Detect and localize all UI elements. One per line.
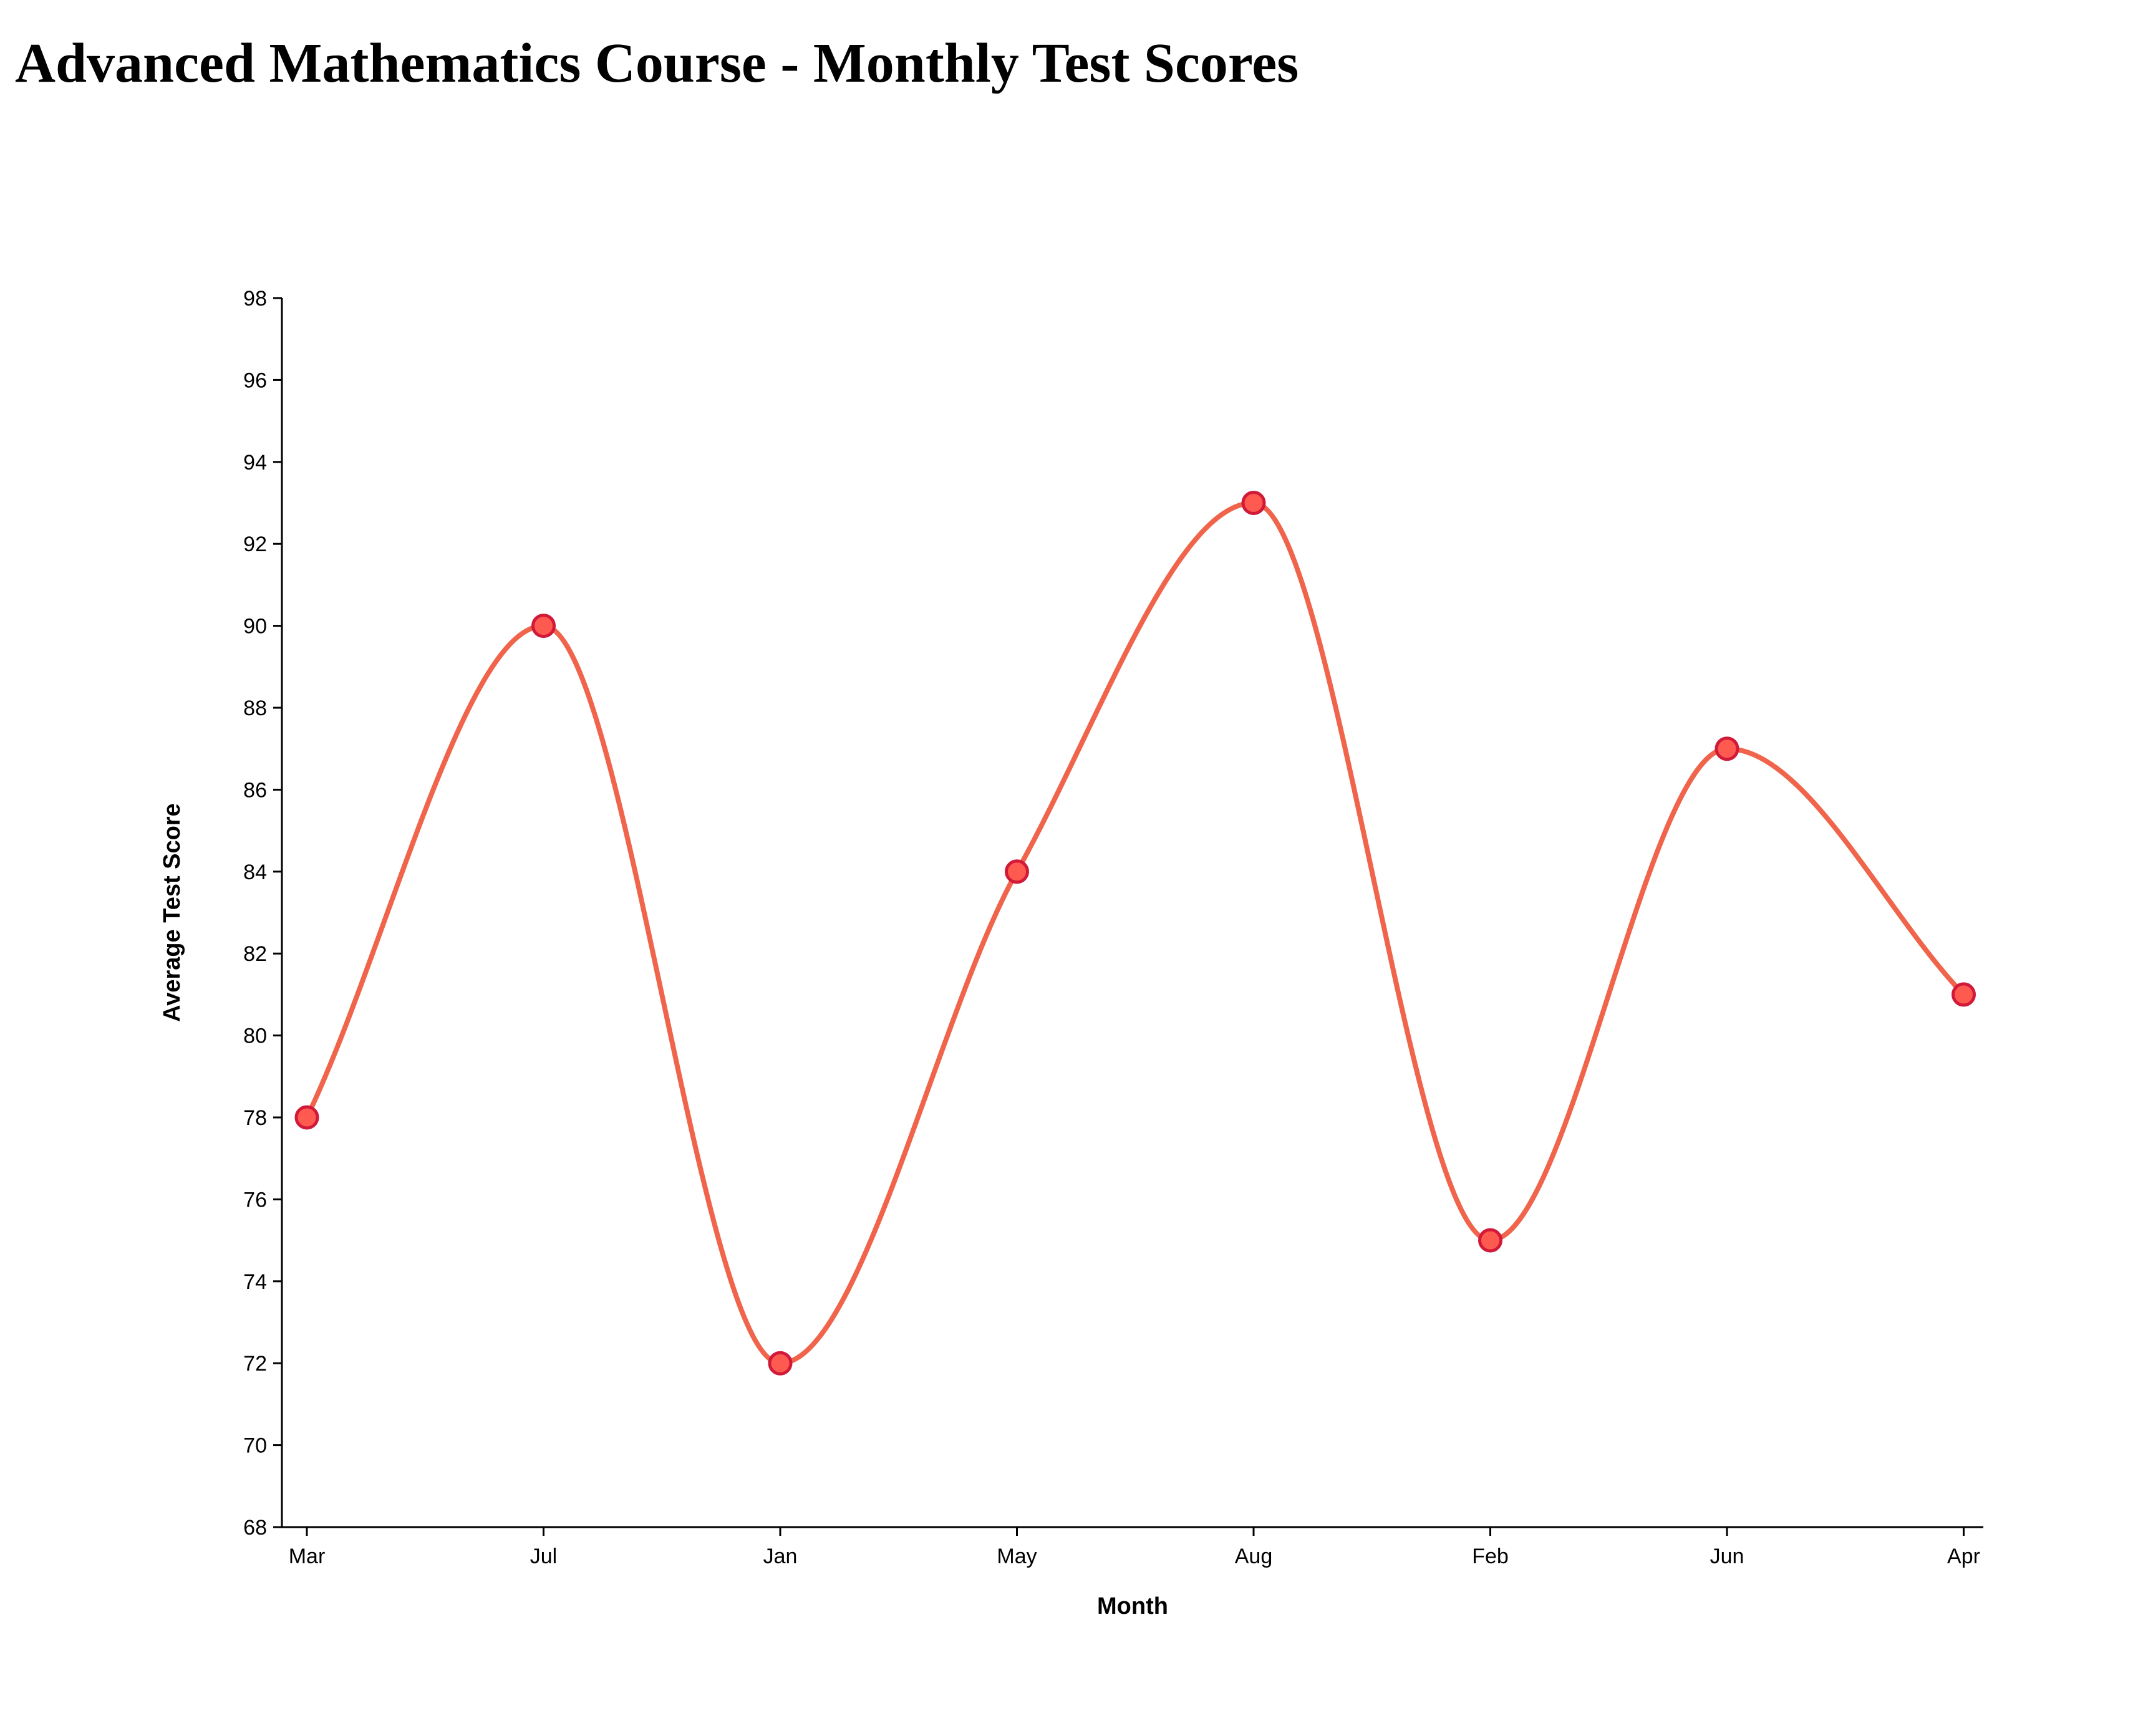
- x-tick-label: May: [997, 1545, 1037, 1568]
- x-tick-label: Aug: [1235, 1545, 1273, 1568]
- y-tick-label: 68: [243, 1516, 267, 1540]
- y-tick-label: 96: [243, 369, 267, 392]
- y-tick-label: 70: [243, 1434, 267, 1458]
- y-tick-label: 82: [243, 942, 267, 966]
- data-point[interactable]: [1952, 982, 1976, 1007]
- data-point[interactable]: [1005, 859, 1029, 884]
- y-tick-label: 86: [243, 778, 267, 802]
- x-tick-label: Feb: [1472, 1545, 1509, 1568]
- chart-title: Advanced Mathematics Course - Monthly Te…: [15, 32, 1299, 94]
- y-tick-label: 84: [243, 861, 267, 884]
- y-tick-label: 72: [243, 1352, 267, 1376]
- y-tick-label: 92: [243, 533, 267, 556]
- y-tick-label: 80: [243, 1025, 267, 1048]
- data-point[interactable]: [1478, 1228, 1502, 1253]
- points-layer: [294, 491, 1976, 1376]
- y-tick-label: 74: [243, 1270, 267, 1294]
- y-axis-title: Average Test Score: [159, 803, 185, 1022]
- data-point[interactable]: [768, 1351, 793, 1376]
- x-tick-label: Mar: [289, 1545, 326, 1568]
- x-tick-label: Apr: [1947, 1545, 1980, 1568]
- series-line: [304, 500, 1966, 1366]
- y-tick-label: 78: [243, 1106, 267, 1130]
- x-tick-label: Jun: [1710, 1545, 1744, 1568]
- x-axis: Mar Jul Jan May Aug Feb Jun Apr: [282, 1526, 1983, 1568]
- y-axis: 68 70 72 74 76 78 80 82 84 86 88 90 92 94 96 98: [243, 287, 283, 1540]
- series-layer: [304, 500, 1966, 1366]
- y-tick-label: 94: [243, 451, 267, 475]
- y-tick-label: 98: [243, 287, 267, 311]
- x-tick-label: Jul: [530, 1545, 557, 1568]
- data-point[interactable]: [1241, 491, 1266, 515]
- data-point[interactable]: [294, 1105, 319, 1130]
- y-tick-label: 76: [243, 1188, 267, 1212]
- x-axis-title: Month: [1097, 1593, 1168, 1619]
- y-tick-label: 88: [243, 697, 267, 720]
- data-point[interactable]: [531, 614, 556, 639]
- y-tick-label: 90: [243, 615, 267, 639]
- x-tick-label: Jan: [763, 1545, 798, 1568]
- data-point[interactable]: [1715, 736, 1739, 761]
